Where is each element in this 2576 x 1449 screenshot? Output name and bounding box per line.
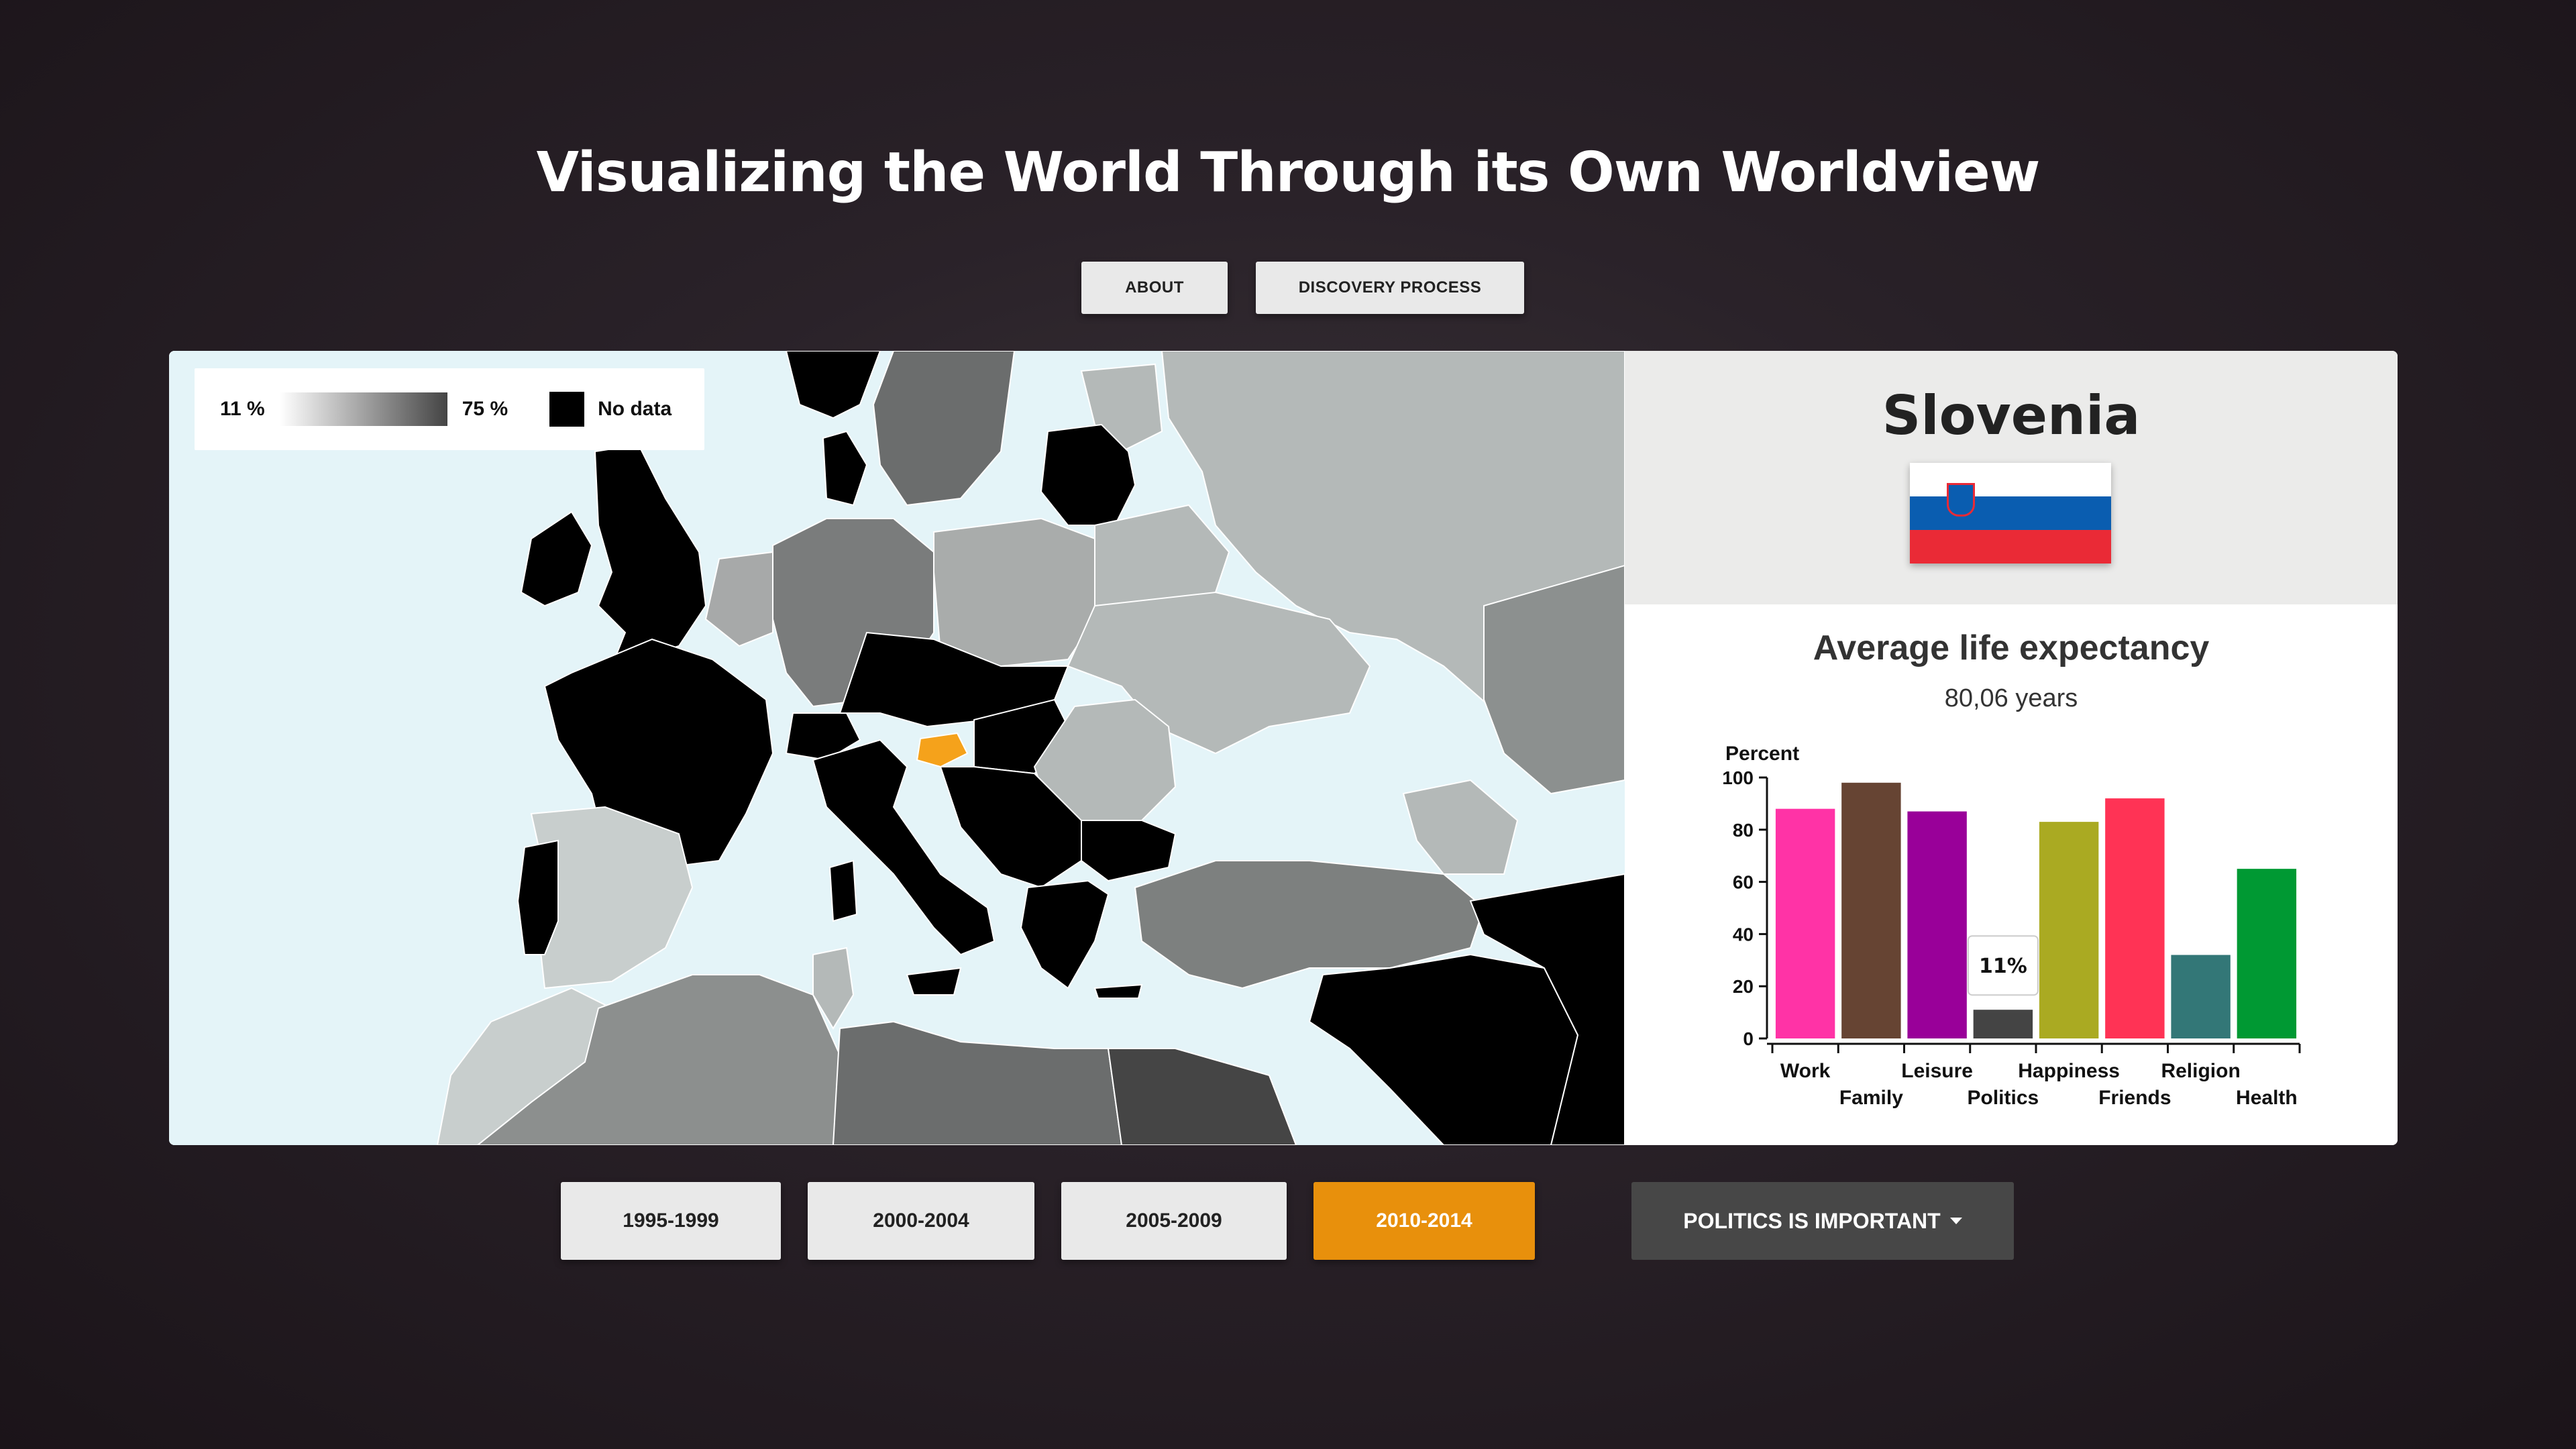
country-caucasus[interactable] xyxy=(1402,779,1519,875)
bar-health xyxy=(2237,869,2297,1038)
year-button-2005-2009[interactable]: 2005-2009 xyxy=(1061,1182,1287,1260)
country-greece[interactable] xyxy=(1020,879,1110,989)
question-dropdown[interactable]: POLITICS IS IMPORTANT xyxy=(1631,1182,2014,1260)
y-tick-label: 40 xyxy=(1733,924,1754,945)
country-poland[interactable] xyxy=(933,517,1095,667)
country-italy[interactable] xyxy=(812,739,996,956)
legend-nodata-swatch xyxy=(549,392,585,427)
legend-nodata-label: No data xyxy=(598,398,672,420)
country-syria-iraq[interactable] xyxy=(1308,953,1579,1145)
country-benelux[interactable] xyxy=(704,551,773,647)
y-tick-label: 60 xyxy=(1733,872,1754,893)
country-ireland[interactable] xyxy=(520,511,593,607)
legend-gradient xyxy=(279,392,447,426)
country-iran[interactable] xyxy=(1469,873,1625,1145)
bar-friends xyxy=(2105,798,2165,1038)
country-slovenia[interactable] xyxy=(916,732,969,768)
legend-max-label: 75 % xyxy=(462,398,508,420)
y-axis-label: Percent xyxy=(1725,743,1799,765)
country-portugal[interactable] xyxy=(517,839,559,955)
country-tunisia[interactable] xyxy=(812,947,855,1030)
metric-value: 80,06 years xyxy=(1944,684,2078,712)
bar-happiness xyxy=(2039,822,2099,1038)
country-norway[interactable] xyxy=(785,351,881,419)
metric-title: Average life expectancy xyxy=(1813,629,2210,667)
tooltip-box xyxy=(1967,935,2039,996)
x-tick-label: Happiness xyxy=(2018,1060,2120,1082)
bar-work xyxy=(1775,808,1835,1038)
tooltip-text: 11% xyxy=(1979,955,2027,978)
main-panel: 11 % 75 % No data Slovenia Average life … xyxy=(169,351,2398,1145)
discovery-process-button[interactable]: DISCOVERY PROCESS xyxy=(1256,262,1524,314)
country-kazakhstan[interactable] xyxy=(1483,564,1625,795)
country-name: Slovenia xyxy=(1882,384,2141,447)
year-button-2000-2004[interactable]: 2000-2004 xyxy=(808,1182,1034,1260)
country-sardinia[interactable] xyxy=(828,859,858,922)
bar-family xyxy=(1841,782,1901,1038)
map-legend: 11 % 75 % No data xyxy=(195,368,704,450)
country-uk[interactable] xyxy=(594,443,707,667)
x-tick-label: Health xyxy=(2236,1087,2298,1109)
country-egypt[interactable] xyxy=(1107,1048,1297,1145)
x-tick-label: Politics xyxy=(1968,1087,2039,1109)
year-button-2010-2014[interactable]: 2010-2014 xyxy=(1313,1182,1535,1260)
country-denmark[interactable] xyxy=(822,430,868,506)
x-tick-label: Leisure xyxy=(1901,1060,1973,1082)
country-header: Slovenia xyxy=(1625,351,2398,604)
map-svg xyxy=(436,351,1625,1145)
x-tick-label: Family xyxy=(1839,1087,1903,1109)
slovenia-flag-icon xyxy=(1910,463,2111,564)
country-crete[interactable] xyxy=(1093,983,1143,999)
values-bar-chart: Percent 0 20 40 60 80 100 Work Family Leisure Poli… xyxy=(1722,743,2301,1109)
y-tick-label: 80 xyxy=(1733,820,1754,841)
caret-down-icon xyxy=(1949,1218,1962,1224)
country-ukraine[interactable] xyxy=(1067,591,1371,755)
y-tick-label: 20 xyxy=(1733,976,1754,997)
country-libya[interactable] xyxy=(832,1020,1123,1145)
year-button-1995-1999[interactable]: 1995-1999 xyxy=(561,1182,781,1260)
x-tick-label: Friends xyxy=(2098,1087,2171,1109)
country-sicily[interactable] xyxy=(906,967,962,996)
page-title: Visualizing the World Through its Own Wo… xyxy=(536,141,2041,205)
country-sweden[interactable] xyxy=(872,351,1016,506)
x-tick-label: Work xyxy=(1780,1060,1831,1082)
country-baltics[interactable] xyxy=(1040,423,1136,526)
dropdown-label: POLITICS IS IMPORTANT xyxy=(1683,1208,1941,1233)
bar-leisure xyxy=(1907,811,1967,1038)
country-switzerland[interactable] xyxy=(785,712,861,761)
country-turkey[interactable] xyxy=(1134,860,1485,989)
bar-religion xyxy=(2171,955,2231,1038)
y-tick-label: 100 xyxy=(1722,767,1754,788)
legend-min-label: 11 % xyxy=(220,398,265,420)
bar-politics xyxy=(1973,1010,2033,1038)
x-tick-label: Religion xyxy=(2161,1060,2240,1082)
europe-map[interactable]: 11 % 75 % No data xyxy=(169,351,1625,1145)
y-tick-label: 0 xyxy=(1743,1028,1754,1049)
about-button[interactable]: ABOUT xyxy=(1081,262,1228,314)
country-bulgaria[interactable] xyxy=(1081,820,1177,882)
coat-of-arms-icon xyxy=(1947,483,1975,517)
